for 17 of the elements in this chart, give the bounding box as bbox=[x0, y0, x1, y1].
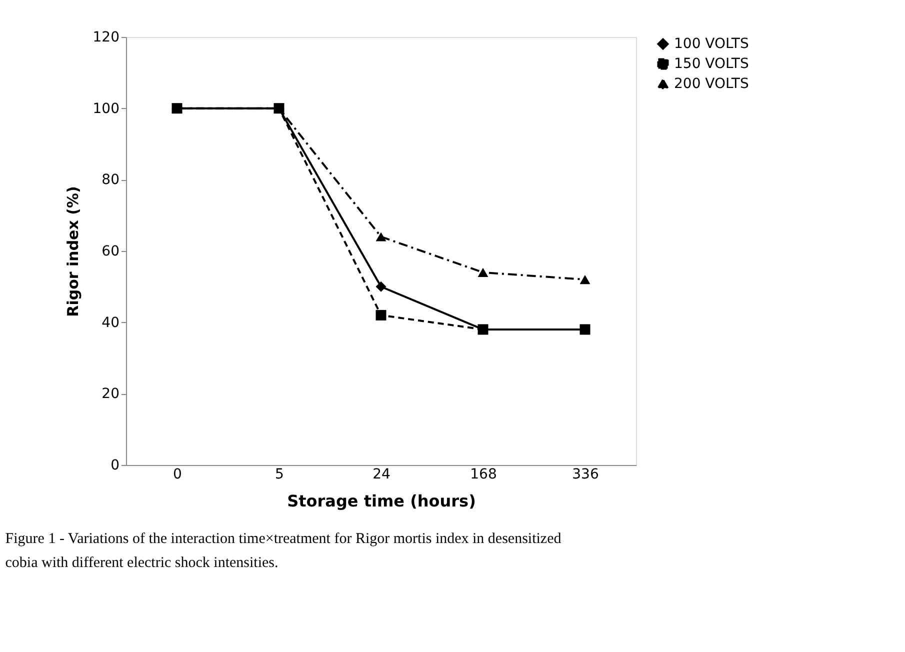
legend-label: 150 VOLTS bbox=[674, 56, 749, 72]
y-tick-label: 40 bbox=[102, 314, 120, 331]
legend-label: 100 VOLTS bbox=[674, 36, 749, 52]
y-tick-label: 60 bbox=[102, 244, 120, 260]
x-tick-label: 5 bbox=[275, 466, 284, 482]
x-tick-label: 24 bbox=[372, 466, 390, 482]
y-tick-label: 100 bbox=[92, 100, 120, 117]
y-tick-label: 120 bbox=[92, 30, 120, 46]
x-axis-title: Storage time (hours) bbox=[287, 492, 476, 510]
y-axis-title: Rigor index (%) bbox=[64, 186, 82, 317]
x-tick-label: 168 bbox=[470, 466, 497, 482]
y-tick-label: 80 bbox=[102, 172, 120, 188]
caption: Figure 1 - Variations of the interaction time×treatment for Rigor mortis index in desensitized cobia with different electric shock intensities. bbox=[5, 531, 562, 571]
x-tick-label: 336 bbox=[572, 466, 599, 482]
legend-label: 200 VOLTS bbox=[674, 76, 749, 92]
y-tick-label: 20 bbox=[102, 386, 120, 402]
x-tick-label: 0 bbox=[173, 466, 182, 482]
